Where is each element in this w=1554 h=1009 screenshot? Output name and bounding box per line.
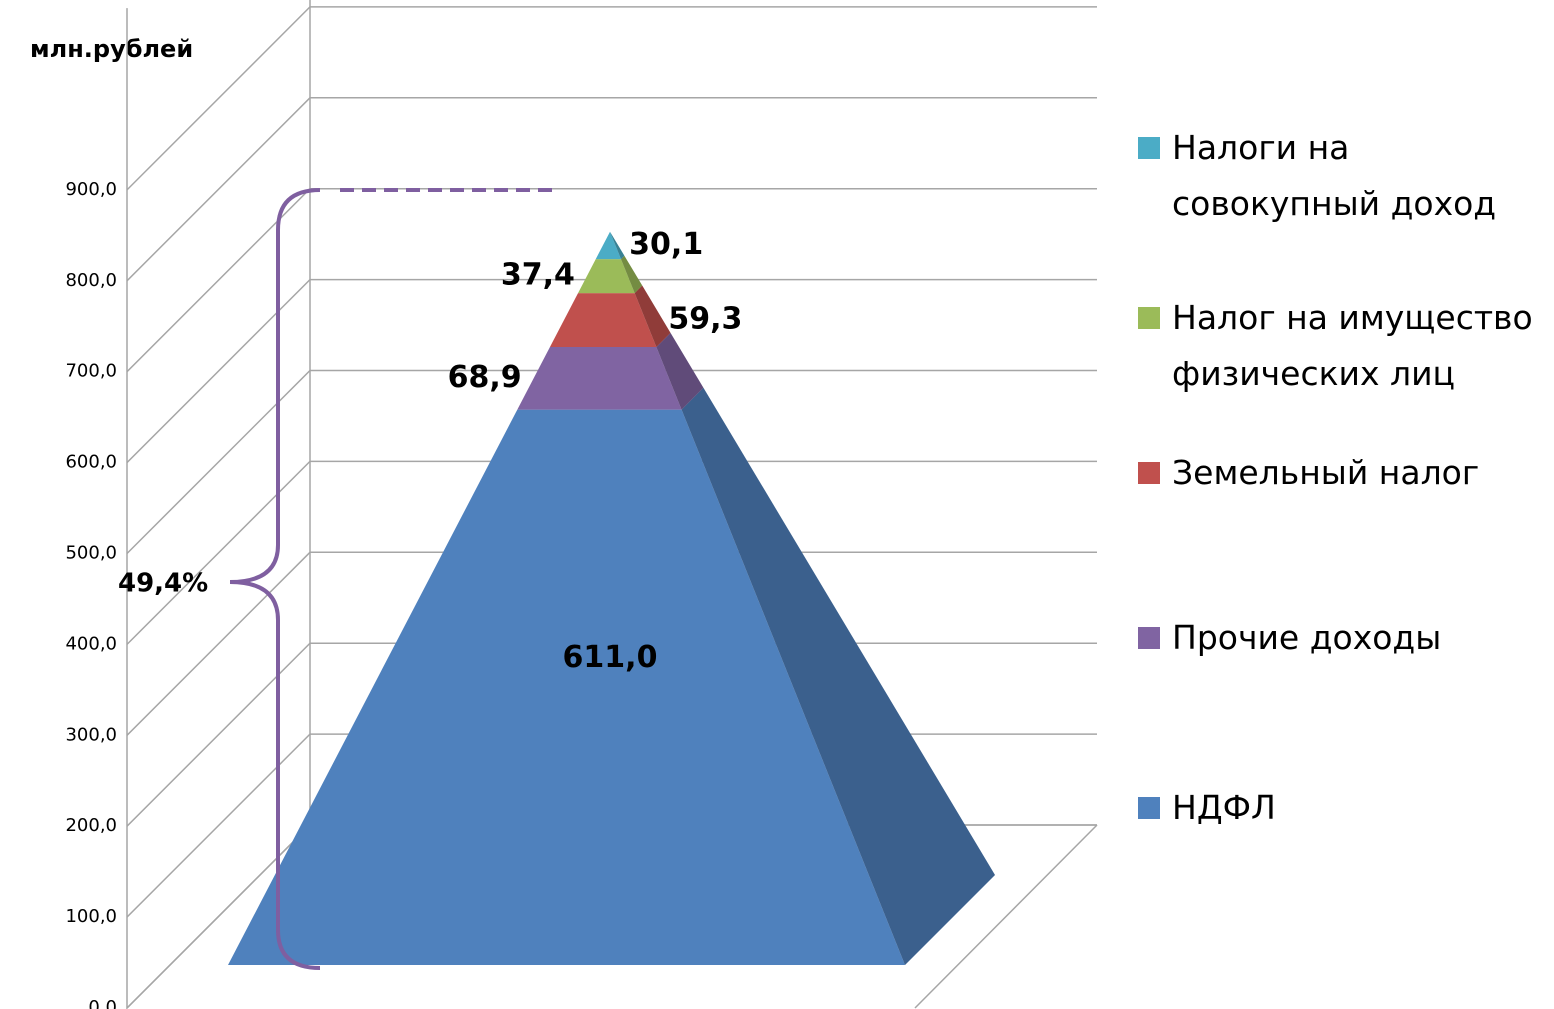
legend-swatch [1138, 307, 1160, 329]
legend-label: Земельный налог [1172, 445, 1552, 501]
value-label: 68,9 [448, 360, 522, 395]
legend-swatch [1138, 797, 1160, 819]
legend-item: НДФЛ [1138, 780, 1552, 836]
y-tick-label: 700,0 [65, 361, 117, 382]
y-axis-title: млн.рублей [30, 35, 193, 63]
legend-swatch [1138, 462, 1160, 484]
value-label: 30,1 [629, 227, 703, 262]
legend-label: Прочие доходы [1172, 610, 1552, 666]
y-tick-label: 100,0 [65, 906, 117, 927]
y-tick-label: 600,0 [65, 452, 117, 473]
legend-swatch [1138, 627, 1160, 649]
legend-swatch [1138, 137, 1160, 159]
legend-item: Налог на имущество физических лиц [1138, 290, 1552, 402]
y-tick-label: 300,0 [65, 724, 117, 745]
pyramid-segment [517, 347, 681, 410]
legend-item: Прочие доходы [1138, 610, 1552, 666]
y-tick-label: 400,0 [65, 633, 117, 654]
y-tick-label: 900,0 [65, 179, 117, 200]
legend-item: Земельный налог [1138, 445, 1552, 501]
legend-label: НДФЛ [1172, 780, 1552, 836]
y-tick-label: 800,0 [65, 270, 117, 291]
legend-label: Налоги на совокупный доход [1172, 120, 1502, 232]
y-tick-label: 0,0 [88, 997, 117, 1009]
legend-label: Налог на имущество физических лиц [1172, 290, 1552, 402]
value-label: 59,3 [668, 302, 742, 337]
value-label: 611,0 [563, 640, 658, 675]
page: млн.рублей 0,0 100,0 200,0 300,0 400,0 500,0 6… [0, 0, 1554, 1009]
y-tick-label: 200,0 [65, 815, 117, 836]
pyramid: 611,0 68,9 59,3 37,4 30,1 [228, 227, 995, 965]
value-label: 37,4 [501, 258, 575, 293]
legend-item: Налоги на совокупный доход [1138, 120, 1502, 232]
annotation: 49,4% [118, 569, 208, 599]
y-tick-label: 500,0 [65, 543, 117, 564]
